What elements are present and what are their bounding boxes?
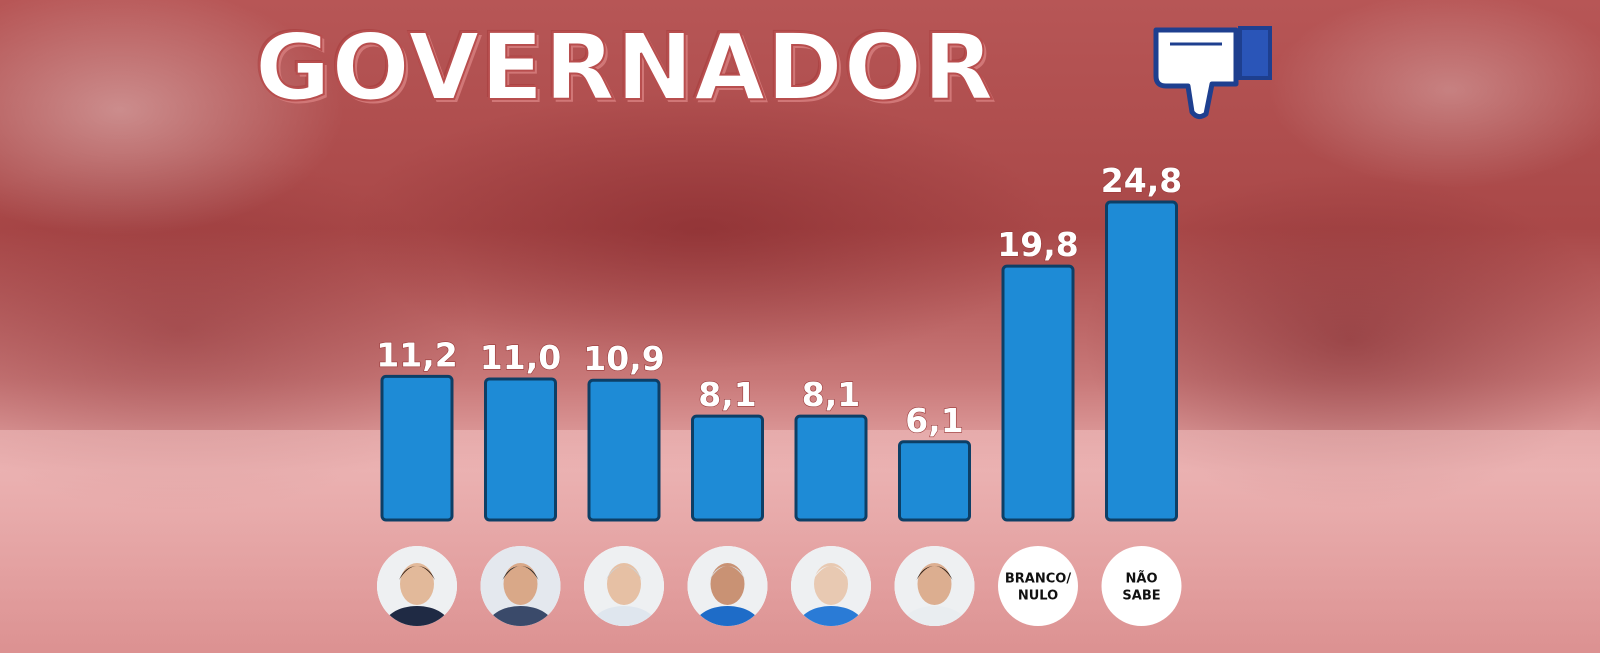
bar-2 xyxy=(484,377,557,522)
value-label-4: 8,1 xyxy=(698,375,756,414)
bar-7 xyxy=(1001,264,1075,522)
value-label-5: 8,1 xyxy=(802,375,860,414)
candidate-avatar-6 xyxy=(894,546,975,626)
value-label-7: 19,8 xyxy=(997,225,1078,264)
bar-3 xyxy=(587,378,661,522)
thumbs-down-icon xyxy=(1153,26,1272,120)
value-label-1: 11,2 xyxy=(376,335,457,374)
candidate-avatar-4 xyxy=(687,546,768,626)
category-text: NULO xyxy=(1018,589,1058,604)
category-label-8: NÃO SABE xyxy=(1101,546,1182,626)
value-label-6: 6,1 xyxy=(905,401,963,440)
bar-5 xyxy=(794,414,868,522)
value-label-2: 11,0 xyxy=(480,338,561,377)
chart-title: GOVERNADOR xyxy=(254,13,995,122)
value-label-3: 10,9 xyxy=(583,339,664,378)
bar-8 xyxy=(1105,200,1178,522)
candidate-avatar-3 xyxy=(584,546,664,626)
bar-6 xyxy=(898,440,971,522)
candidate-avatar-1 xyxy=(377,546,457,626)
category-label-7: BRANCO/NULO xyxy=(998,546,1078,626)
bar-1 xyxy=(380,374,454,522)
candidate-avatar-2 xyxy=(480,546,561,626)
value-label-8: 24,8 xyxy=(1101,161,1182,200)
category-text: NÃO xyxy=(1126,571,1158,587)
bar-4 xyxy=(691,414,764,522)
category-text: BRANCO/ xyxy=(1005,572,1071,587)
category-text: SABE xyxy=(1122,589,1160,604)
candidate-avatar-5 xyxy=(791,546,871,626)
